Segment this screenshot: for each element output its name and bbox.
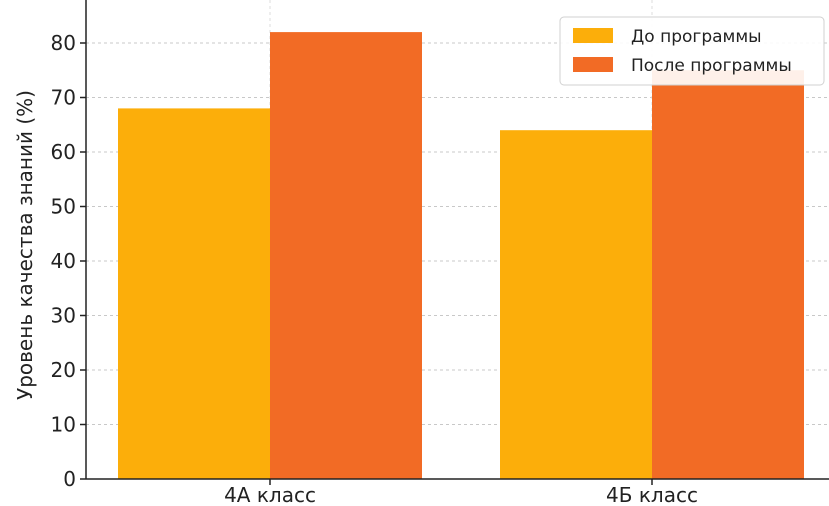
legend-label: До программы [631, 27, 762, 47]
y-tick-labels: 0 10 20 30 40 50 60 70 80 [51, 31, 86, 491]
bars [118, 32, 804, 480]
bar [270, 32, 422, 479]
y-tick-label: 50 [51, 195, 76, 219]
legend-box [559, 16, 825, 86]
y-tick-label: 10 [51, 413, 76, 437]
bar [118, 108, 270, 480]
legend-swatch [573, 28, 613, 43]
y-tick-label: 20 [51, 358, 76, 382]
x-tick-label: 4А класс [224, 483, 316, 506]
y-tick-label: 70 [51, 86, 76, 110]
y-tick-label: 80 [51, 31, 76, 55]
bar [500, 130, 652, 479]
y-tick-label: 0 [63, 467, 76, 491]
x-tick-labels: 4А класс 4Б класс [224, 479, 698, 506]
legend-swatch [573, 57, 613, 72]
bar [652, 70, 804, 479]
x-tick-label: 4Б класс [606, 483, 698, 506]
y-tick-label: 30 [51, 304, 76, 328]
legend-label: После программы [631, 56, 792, 76]
y-axis-label: Уровень качества знаний (%) [13, 90, 37, 400]
y-tick-label: 60 [51, 140, 76, 164]
legend: До программы После программы [559, 16, 825, 86]
axes [85, 0, 829, 480]
y-tick-label: 40 [51, 249, 76, 273]
